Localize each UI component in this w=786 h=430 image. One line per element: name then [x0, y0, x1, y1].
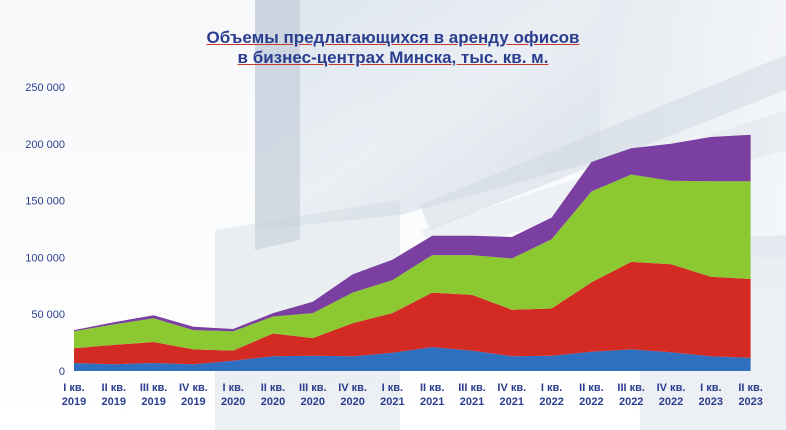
x-tick-label: III кв. 2020: [299, 382, 327, 408]
area-series-2: [74, 261, 751, 365]
y-tick-label: 100 000: [25, 252, 65, 264]
x-tick-label: II кв. 2023: [738, 382, 763, 408]
x-tick-label: II кв. 2020: [261, 382, 286, 408]
area-series-3: [74, 174, 751, 351]
x-tick-label: IV кв. 2021: [497, 382, 526, 408]
x-tick-label: IV кв. 2020: [338, 382, 367, 408]
y-tick-label: 150 000: [25, 196, 65, 208]
x-tick-label: III кв. 2019: [140, 382, 168, 408]
y-tick-label: 200 000: [25, 139, 65, 151]
x-tick-label: IV кв. 2022: [657, 382, 686, 408]
x-tick-label: I кв. 2019: [62, 382, 86, 408]
x-tick-label: II кв. 2019: [102, 382, 127, 408]
x-tick-label: I кв. 2020: [221, 382, 245, 408]
x-tick-label: I кв. 2021: [380, 382, 404, 408]
chart-title-line-2: в бизнес-центрах Минска, тыс. кв. м.: [237, 48, 549, 67]
y-tick-label: 0: [59, 366, 65, 378]
x-tick-label: III кв. 2021: [458, 382, 486, 408]
x-tick-label: IV кв. 2019: [179, 382, 208, 408]
x-tick-label: II кв. 2021: [420, 382, 445, 408]
y-tick-label: 250 000: [25, 82, 65, 94]
x-tick-label: II кв. 2022: [579, 382, 604, 408]
y-tick-label: 50 000: [31, 309, 65, 321]
x-axis: I кв. 2019 II кв. 2019 III кв. 2019 IV кв. 2019…: [62, 382, 763, 408]
x-tick-label: I кв. 2023: [699, 382, 723, 408]
area-series-group: [74, 134, 751, 371]
x-tick-label: I кв. 2022: [539, 382, 563, 408]
area-series-1: [74, 347, 751, 371]
x-tick-label: III кв. 2022: [617, 382, 645, 408]
y-axis: 0 50 000 100 000 150 000 200 000 250 000: [25, 82, 65, 378]
chart-title-line-1: Объемы предлагающихся в аренду офисов: [206, 28, 580, 47]
chart-title: Объемы предлагающихся в аренду офисов в …: [0, 28, 786, 68]
area-series-4: [74, 134, 751, 332]
